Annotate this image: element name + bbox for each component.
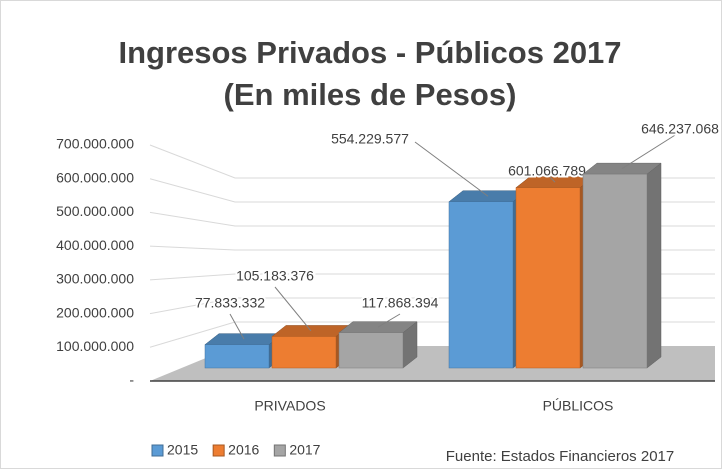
legend-label: 2016 <box>228 442 259 458</box>
legend-swatch <box>212 444 225 457</box>
annotation: Fuente: Estados Financieros 2017 <box>446 448 674 465</box>
leader-line <box>414 141 489 197</box>
chart-subtitle: (En miles de Pesos) <box>224 77 517 112</box>
bar <box>338 332 404 369</box>
y-tick-label: 400.000.000 <box>56 237 134 253</box>
y-tick-label: 300.000.000 <box>56 271 134 287</box>
data-label: 646.237.068 <box>641 121 719 137</box>
y-tick-label: 600.000.000 <box>56 169 134 185</box>
data-label: 601.066.789 <box>508 163 586 179</box>
bar-side <box>646 162 662 369</box>
leader-line <box>621 131 681 170</box>
legend-swatch <box>273 444 286 457</box>
data-label: 77.833.332 <box>195 295 265 311</box>
x-tick-label: PÚBLICOS <box>543 398 614 414</box>
leader-line <box>377 313 401 328</box>
bar <box>204 344 270 369</box>
bar <box>515 187 581 369</box>
y-tick-label: 100.000.000 <box>56 338 134 354</box>
bar <box>582 173 648 369</box>
bar <box>271 336 337 369</box>
data-label: 554.229.577 <box>331 131 409 147</box>
legend-swatch <box>151 444 164 457</box>
leader-line <box>546 173 556 183</box>
leader-line <box>229 313 245 340</box>
data-label: 117.868.394 <box>362 295 439 311</box>
y-tick-label: - <box>129 372 134 388</box>
leader-line <box>274 286 312 332</box>
y-tick-label: 500.000.000 <box>56 203 134 219</box>
x-tick-label: PRIVADOS <box>254 398 325 414</box>
legend-label: 2017 <box>289 442 320 458</box>
bar <box>448 201 514 369</box>
y-tick-label: 700.000.000 <box>56 136 134 152</box>
data-label: 105.183.376 <box>236 268 314 284</box>
y-tick-label: 200.000.000 <box>56 304 134 320</box>
chart-title: Ingresos Privados - Públicos 2017 <box>118 35 621 70</box>
legend-label: 2015 <box>167 442 198 458</box>
